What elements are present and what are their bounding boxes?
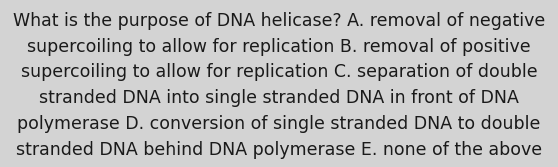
Text: stranded DNA behind DNA polymerase E. none of the above: stranded DNA behind DNA polymerase E. no… — [16, 141, 542, 159]
Text: polymerase D. conversion of single stranded DNA to double: polymerase D. conversion of single stran… — [17, 115, 541, 133]
Text: What is the purpose of DNA helicase? A. removal of negative: What is the purpose of DNA helicase? A. … — [13, 12, 545, 30]
Text: stranded DNA into single stranded DNA in front of DNA: stranded DNA into single stranded DNA in… — [39, 89, 519, 107]
Text: supercoiling to allow for replication C. separation of double: supercoiling to allow for replication C.… — [21, 63, 537, 81]
Text: supercoiling to allow for replication B. removal of positive: supercoiling to allow for replication B.… — [27, 38, 531, 56]
